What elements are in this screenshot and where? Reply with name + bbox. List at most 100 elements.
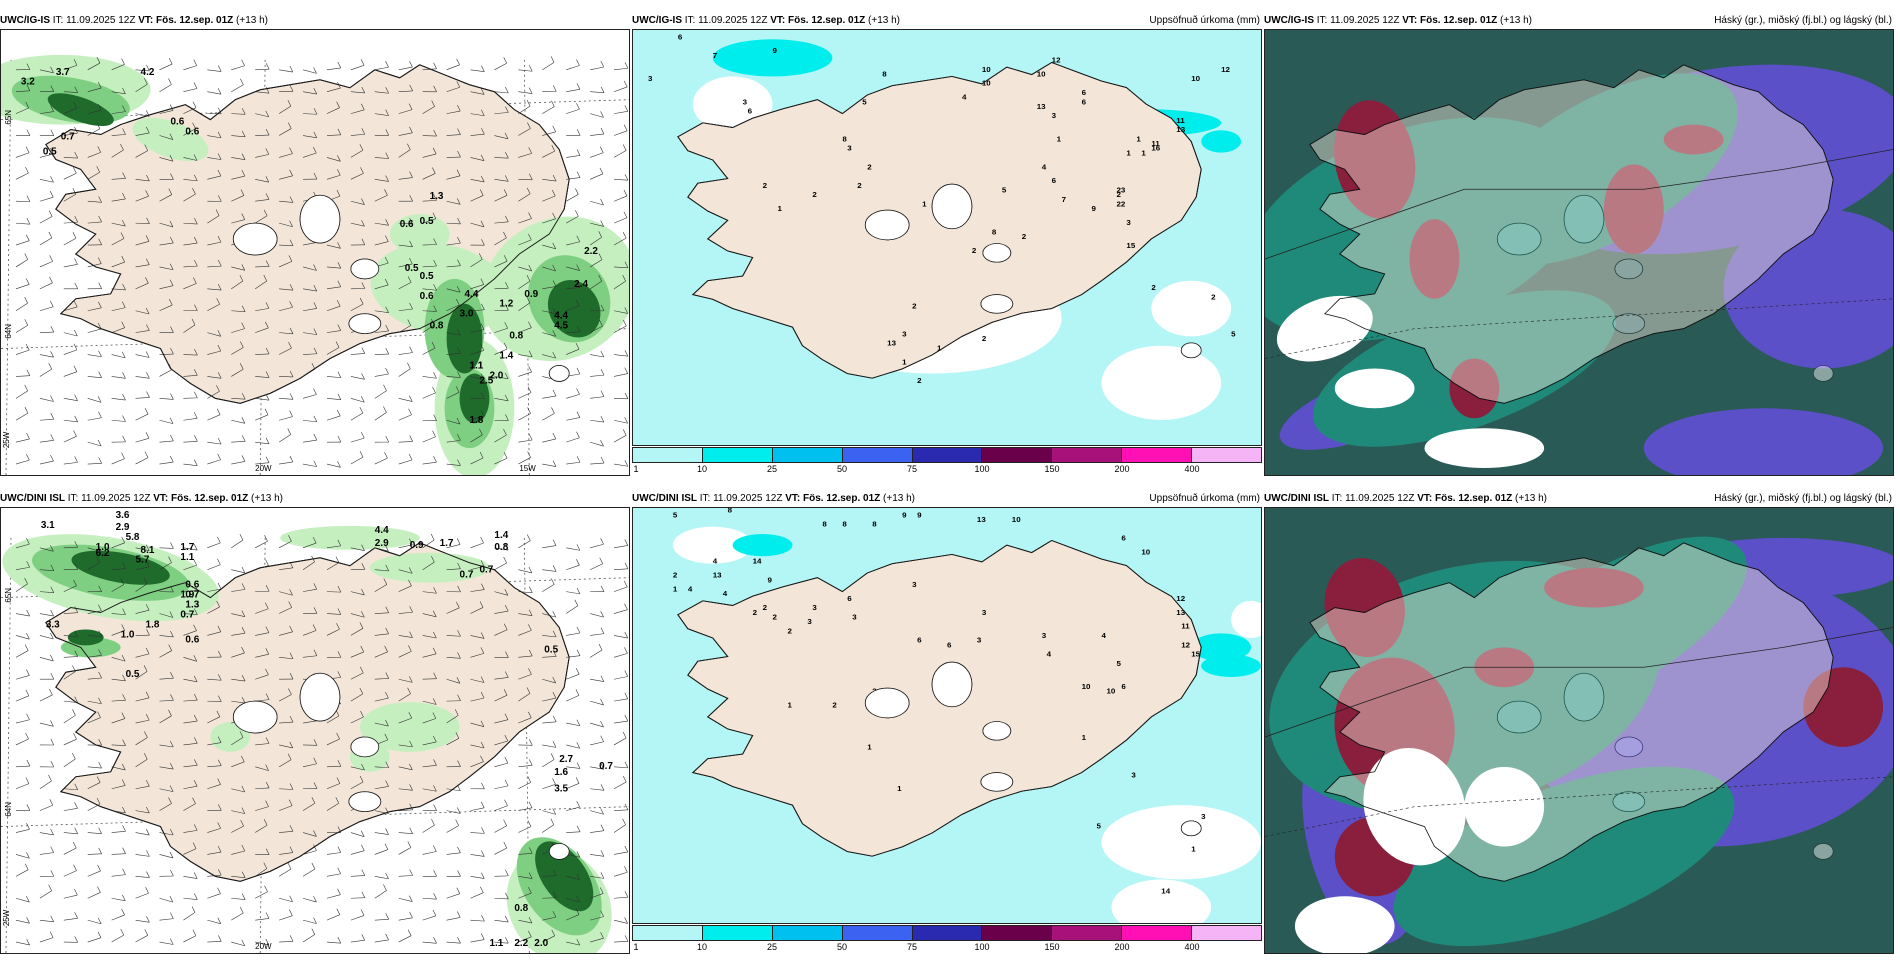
colorbar-tick-label: 400 xyxy=(1184,464,1199,474)
value-label: 8 xyxy=(992,228,997,237)
lon-label: 15W xyxy=(519,464,536,473)
init-time: IT: 11.09.2025 12Z xyxy=(685,15,768,26)
value-label: 2.9 xyxy=(375,538,389,549)
colorbar-tick-label: 200 xyxy=(1114,464,1129,474)
valid-time: VT: Fös. 12.sep. 01Z xyxy=(153,493,248,504)
value-label: 3 xyxy=(852,613,856,622)
value-label: 2 xyxy=(773,613,777,622)
value-label: 4.4 xyxy=(375,525,389,536)
glacier xyxy=(549,843,569,859)
colorbar-tick-label: 150 xyxy=(1044,942,1059,952)
lead-time: (+13 h) xyxy=(1515,493,1547,504)
value-label: 5 xyxy=(1116,659,1121,668)
colorbar-swatch xyxy=(843,448,913,462)
panel-title: UWC/DINI ISL IT: 11.09.2025 12Z VT: Fös.… xyxy=(1264,492,1894,506)
value-label: 4 xyxy=(713,557,718,566)
colorbar-swatch xyxy=(1052,926,1122,940)
colorbar-swatch xyxy=(843,926,913,940)
value-label: 2.5 xyxy=(479,375,493,386)
glacier xyxy=(1497,223,1541,255)
value-label: 1 xyxy=(1082,733,1087,742)
model-label: UWC/DINI ISL xyxy=(1264,493,1329,504)
lat-label: 64N xyxy=(4,802,13,817)
value-label: 5 xyxy=(862,98,867,107)
value-label: 0.6 xyxy=(170,117,184,128)
value-label: 0.9 xyxy=(410,540,424,551)
value-label: 2 xyxy=(1151,283,1155,292)
colorbar-tick-label: 50 xyxy=(837,942,847,952)
glacier xyxy=(1613,792,1645,812)
glacier xyxy=(981,773,1013,792)
glacier xyxy=(932,662,972,707)
value-label: 16 xyxy=(1151,144,1160,153)
value-label: 2 xyxy=(917,376,921,385)
value-label: 1 xyxy=(867,743,872,752)
model-label: UWC/IG-IS xyxy=(632,15,682,26)
glacier xyxy=(1613,314,1645,334)
value-label: 2 xyxy=(1211,293,1215,302)
glacier xyxy=(349,314,381,334)
value-label: 1.6 xyxy=(554,767,568,778)
value-label: 11 xyxy=(1176,116,1185,125)
lead-time: (+13 h) xyxy=(251,493,283,504)
value-label: 0.6 xyxy=(185,127,199,138)
field-title: Uppsöfnuð úrkoma (mm) xyxy=(1149,492,1260,506)
panel-title: UWC/IG-IS IT: 11.09.2025 12Z VT: Fös. 12… xyxy=(0,14,630,28)
value-label: 4 xyxy=(962,93,967,102)
value-label: 3.1 xyxy=(41,520,55,531)
value-label: 4 xyxy=(1047,650,1052,659)
field-title: Háský (gr.), miðský (fj.bl.) og lágský (… xyxy=(1714,14,1892,28)
value-label: 6.2 xyxy=(96,548,110,559)
value-label: 9 xyxy=(768,576,772,585)
value-label: 1.4 xyxy=(494,530,508,541)
value-label: 0.5 xyxy=(420,216,434,227)
lat-label: 65N xyxy=(4,110,13,125)
colorbar-swatch xyxy=(773,926,843,940)
value-label: 0.6 xyxy=(420,291,434,302)
colorbar-swatch xyxy=(1192,448,1261,462)
value-label: 12 xyxy=(1181,641,1190,650)
panel-ig-accum: UWC/IG-IS IT: 11.09.2025 12Z VT: Fös. 12… xyxy=(632,14,1262,484)
value-label: 1.2 xyxy=(499,299,513,310)
value-label: 0.7 xyxy=(61,132,75,143)
value-label: 7 xyxy=(1062,195,1066,204)
colorbar-swatch xyxy=(982,448,1052,462)
value-label: 6 xyxy=(1121,534,1125,543)
value-label: 8 xyxy=(882,70,887,79)
cloud-map xyxy=(1264,507,1894,954)
value-label: 3 xyxy=(1042,631,1046,640)
value-label: 4.4 xyxy=(465,289,479,300)
value-label: 8 xyxy=(728,508,733,515)
panel-title: UWC/DINI ISL IT: 11.09.2025 12Z VT: Fös.… xyxy=(632,492,1262,506)
value-label: 1 xyxy=(1136,135,1141,144)
value-label: 1 xyxy=(897,784,902,793)
value-label: 0.7 xyxy=(479,565,493,576)
colorbar-tick-label: 10 xyxy=(697,942,707,952)
colorbar-tick-label: 150 xyxy=(1044,464,1059,474)
glacier xyxy=(1497,701,1541,733)
glacier xyxy=(865,688,909,718)
value-label: 1 xyxy=(902,358,907,367)
value-label: 3.6 xyxy=(116,510,130,521)
value-label: 0.7 xyxy=(599,761,613,772)
glacier xyxy=(233,223,277,255)
value-label: 6 xyxy=(1082,98,1086,107)
glacier xyxy=(865,210,909,240)
value-label: 2.2 xyxy=(514,938,528,949)
value-label: 0.6 xyxy=(400,219,414,230)
valid-time: VT: Fös. 12.sep. 01Z xyxy=(770,15,865,26)
value-label: 10 xyxy=(1141,548,1150,557)
value-label: 1 xyxy=(673,585,678,594)
panel-title: UWC/IG-IS IT: 11.09.2025 12Z VT: Fös. 12… xyxy=(632,14,1262,28)
colorbar-swatch xyxy=(1122,448,1192,462)
value-label: 0.8 xyxy=(509,331,523,342)
glacier xyxy=(932,184,972,229)
glacier xyxy=(983,244,1011,263)
value-label: 2.0 xyxy=(534,938,548,949)
value-label: 22 xyxy=(1116,200,1125,209)
valid-time: VT: Fös. 12.sep. 01Z xyxy=(138,15,233,26)
valid-time: VT: Fös. 12.sep. 01Z xyxy=(785,493,880,504)
